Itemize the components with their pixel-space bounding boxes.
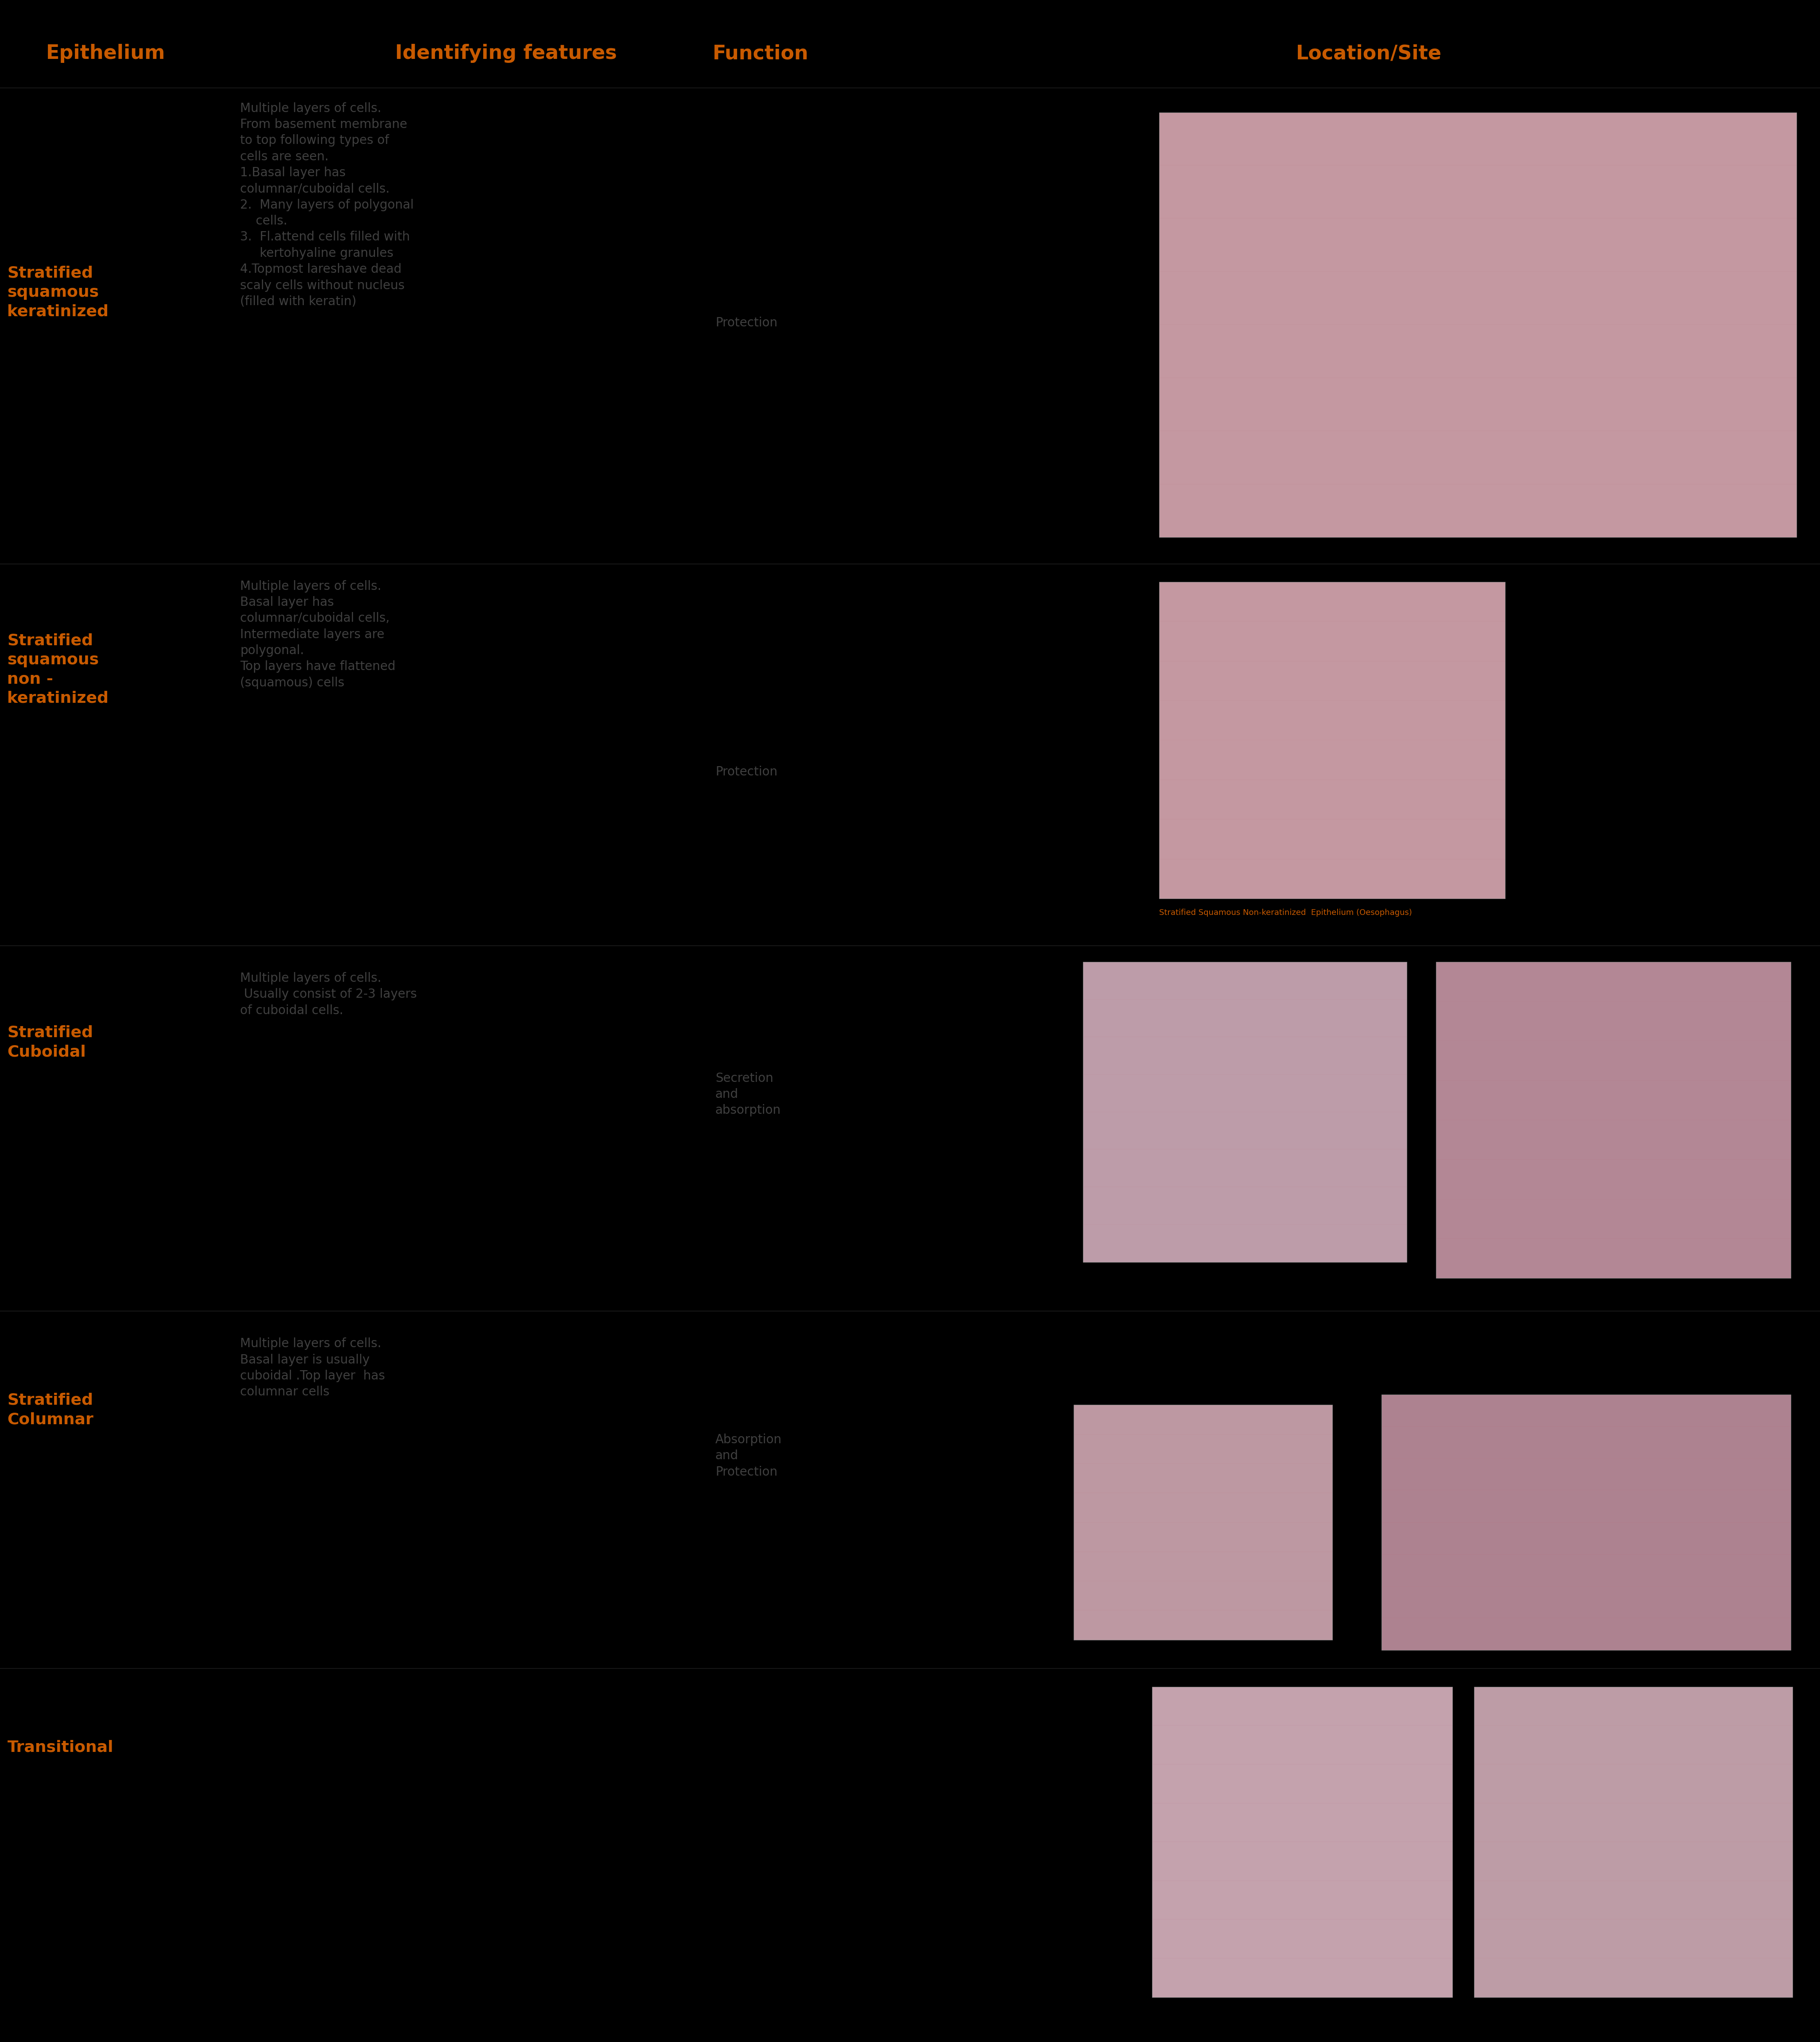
Text: Stratified
Cuboidal: Stratified Cuboidal	[7, 1025, 93, 1060]
Text: Stratified
squamous
keratinized: Stratified squamous keratinized	[7, 265, 109, 319]
Bar	[1083, 962, 1407, 1262]
Bar	[1159, 582, 1505, 898]
Text: Transitional: Transitional	[7, 1740, 113, 1754]
Text: Secretion
and
absorption: Secretion and absorption	[715, 1072, 781, 1117]
Text: Location/Site: Location/Site	[1296, 43, 1441, 63]
Text: Epithelium: Epithelium	[46, 43, 166, 63]
Text: Protection: Protection	[715, 766, 777, 778]
Text: Protection: Protection	[715, 317, 777, 329]
Text: Multiple layers of cells.
Basal layer is usually
cuboidal .Top layer  has
column: Multiple layers of cells. Basal layer is…	[240, 1338, 386, 1399]
Text: Stratified
squamous
non -
keratinized: Stratified squamous non - keratinized	[7, 633, 109, 707]
Bar	[1152, 1687, 1452, 1997]
Text: Identifying features: Identifying features	[395, 43, 617, 63]
Bar	[1159, 112, 1796, 537]
Bar	[1381, 1395, 1791, 1650]
Text: Absorption
and
Protection: Absorption and Protection	[715, 1433, 783, 1478]
Bar	[1436, 962, 1791, 1278]
Text: Multiple layers of cells.
Basal layer has
columnar/cuboidal cells,
Intermediate : Multiple layers of cells. Basal layer ha…	[240, 580, 395, 688]
Text: Stratified Squamous Non-keratinized  Epithelium (Oesophagus): Stratified Squamous Non-keratinized Epit…	[1159, 909, 1412, 917]
Text: Stratified
Columnar: Stratified Columnar	[7, 1393, 93, 1427]
Bar	[1074, 1405, 1332, 1640]
Text: Multiple layers of cells.
From basement membrane
to top following types of
cells: Multiple layers of cells. From basement …	[240, 102, 413, 308]
Bar	[1474, 1687, 1793, 1997]
Text: Multiple layers of cells.
 Usually consist of 2-3 layers
of cuboidal cells.: Multiple layers of cells. Usually consis…	[240, 972, 417, 1017]
Text: Function: Function	[713, 43, 808, 63]
